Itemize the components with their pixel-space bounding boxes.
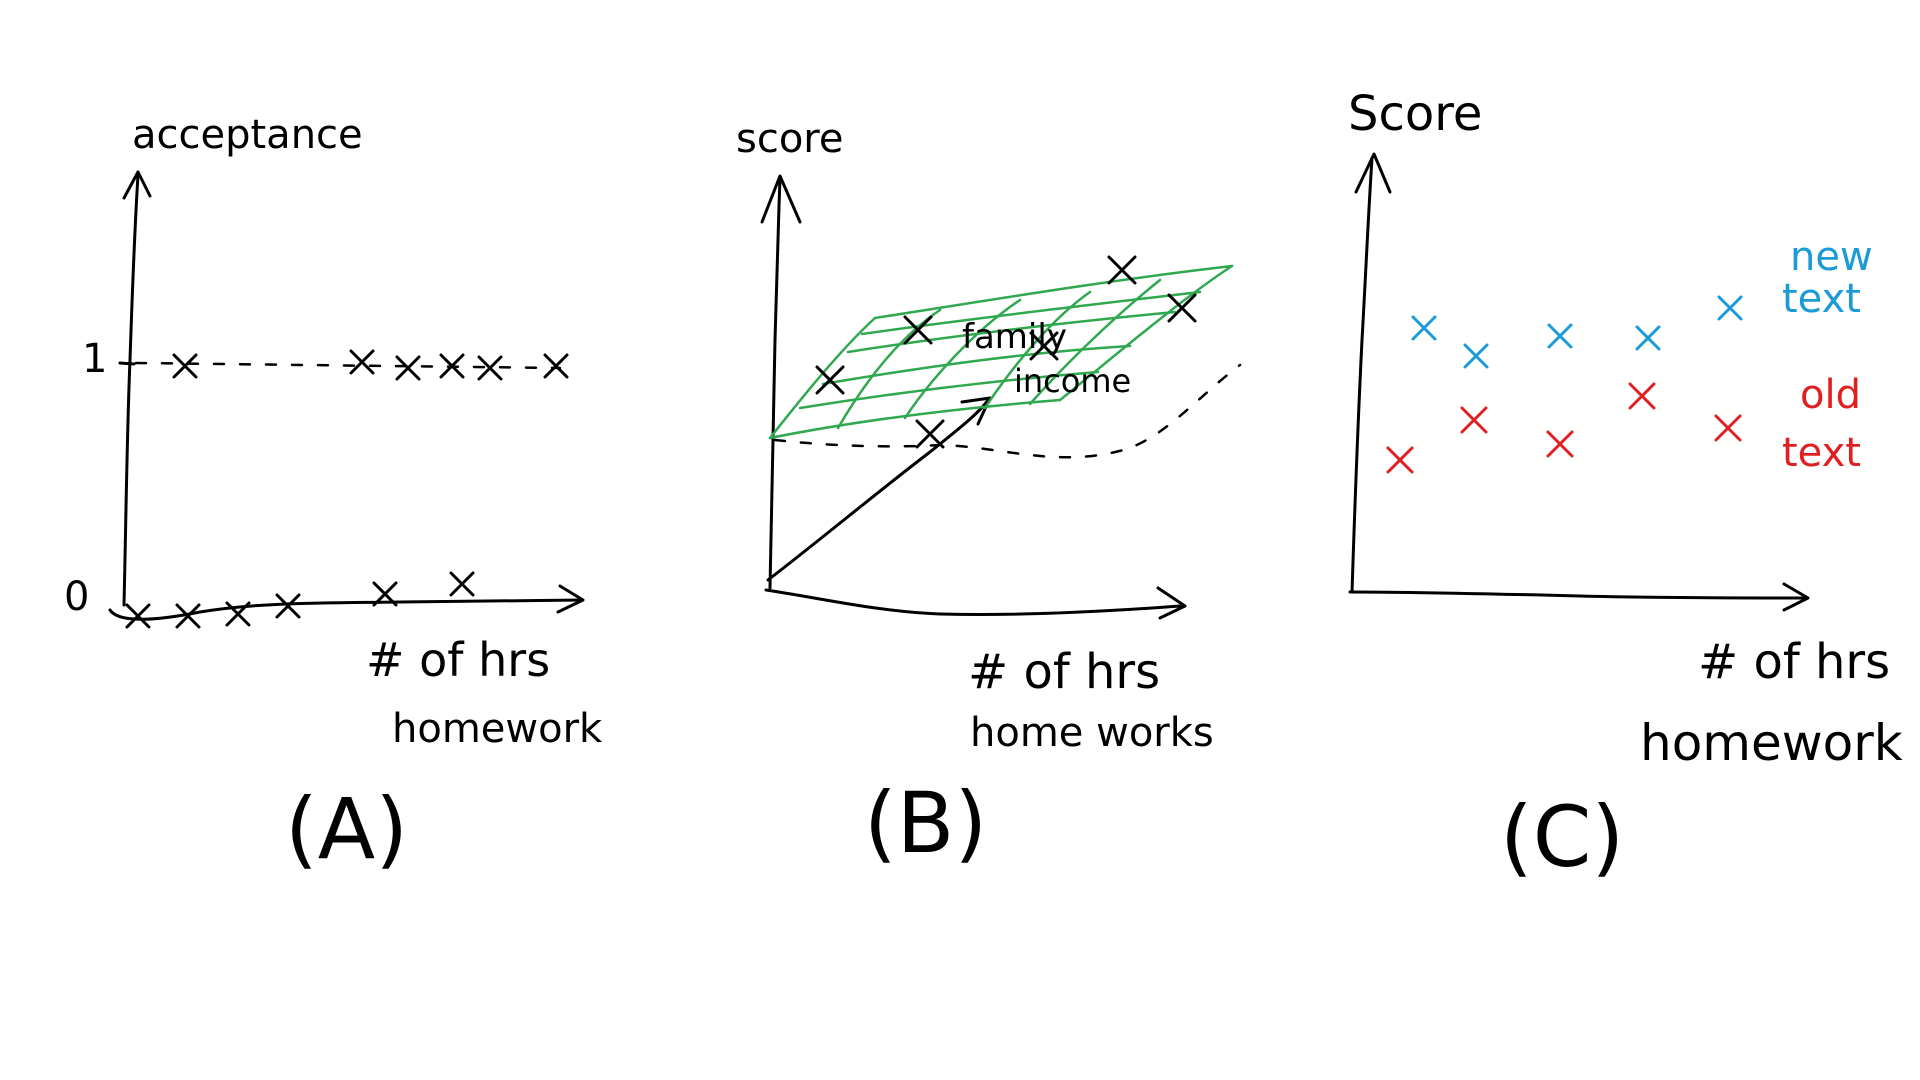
panel-a-point-accepted: [477, 355, 503, 381]
panel-b-x-axis-label-line2: home works: [970, 710, 1214, 756]
panel-b-point: [1167, 293, 1197, 323]
panel-c-point-old-text: [1386, 446, 1414, 474]
panel-a-x-axis-label-line2: homework: [392, 706, 603, 752]
panel-c-point-new-text: [1411, 315, 1437, 341]
panel-b-plane-edge-top: [873, 264, 1234, 320]
panel-b-plane-edge-bottom: [768, 398, 1062, 440]
panel-c-point-old-text: [1460, 406, 1488, 434]
panel-b-z-axis-label-line2: income: [1014, 362, 1131, 400]
panel-a-point-accepted: [439, 353, 465, 379]
panel-b-point: [915, 419, 945, 449]
panel-b-plane-row-3: [846, 310, 1177, 354]
panel-a-point-accepted: [172, 353, 198, 379]
panel-b-x-axis-label-line1: # of hrs: [968, 644, 1160, 700]
panel-c-point-old-text: [1546, 430, 1574, 458]
panel-a-y-arrowhead: [122, 170, 152, 200]
legend-old-text-line1: old: [1800, 372, 1861, 418]
panel-a-tick-1: [118, 361, 136, 366]
panel-c-y-arrowhead: [1354, 152, 1392, 194]
panel-b-plane-row-4: [860, 290, 1202, 336]
panel-a-tick-zero-label: 0: [64, 574, 89, 620]
panel-b-plane-row-2: [821, 344, 1132, 386]
panel-b-point: [1107, 255, 1137, 285]
panel-c: Score new text old text # of hrs homewor…: [1348, 86, 1903, 886]
panel-b-z-axis: [766, 398, 990, 582]
panel-b-point: [1029, 331, 1059, 361]
panel-c-x-axis: [1348, 590, 1808, 600]
panel-b-plane-col-2: [903, 298, 1022, 420]
panel-b-x-axis: [764, 588, 1182, 617]
panel-a-y-axis: [122, 173, 140, 607]
panel-c-x-axis-label-line2: homework: [1640, 714, 1903, 772]
panel-a-level-1-line: [134, 361, 562, 370]
panel-b-plane-row-1: [798, 370, 1100, 410]
panel-c-x-arrowhead: [1782, 582, 1810, 612]
panel-a-point-rejected: [275, 593, 301, 619]
panel-a-tick-one-label: 1: [82, 336, 107, 382]
panel-a-point-accepted: [395, 355, 421, 381]
panel-b-dashed-base: [773, 363, 1242, 459]
legend-new-text-line1: new: [1790, 234, 1873, 280]
panel-b-y-axis-label: score: [736, 116, 843, 162]
panel-b: score family income # of hrs home works …: [736, 116, 1242, 872]
panel-a-point-accepted: [543, 353, 569, 379]
panel-c-point-new-text: [1717, 295, 1743, 321]
panel-c-point-old-text: [1628, 382, 1656, 410]
legend-new-text-line2: text: [1782, 276, 1861, 322]
panel-a: acceptance 1 0 # of hrs homework (A): [64, 112, 603, 878]
panel-b-y-axis: [768, 176, 782, 590]
panel-a-point-rejected: [125, 603, 151, 629]
panel-b-plane-col-3: [983, 290, 1092, 410]
panel-c-y-axis: [1350, 156, 1374, 594]
panel-c-point-new-text: [1463, 343, 1489, 369]
panel-c-data-points: [1386, 295, 1743, 474]
panel-b-z-arrowhead: [960, 396, 992, 426]
panel-b-x-arrowhead: [1156, 586, 1187, 620]
panel-a-point-rejected: [449, 571, 475, 597]
panel-a-point-rejected: [175, 603, 201, 629]
panel-b-y-arrowhead: [760, 174, 802, 224]
panel-a-y-axis-label: acceptance: [132, 112, 363, 158]
panel-c-y-axis-label: Score: [1348, 86, 1482, 142]
panel-a-data-points: [125, 349, 569, 629]
panel-b-point: [903, 315, 933, 345]
panel-c-point-old-text: [1714, 414, 1742, 442]
panel-b-plane-edge-left: [768, 316, 877, 440]
panel-a-caption: (A): [285, 780, 408, 878]
panel-c-point-new-text: [1635, 325, 1661, 351]
panel-b-point: [815, 365, 845, 395]
panel-a-point-accepted: [349, 349, 375, 375]
legend-old-text-line2: text: [1782, 430, 1861, 476]
panel-a-point-rejected: [372, 581, 398, 607]
panel-c-point-new-text: [1547, 323, 1573, 349]
panel-a-point-rejected: [225, 601, 251, 627]
panel-c-caption: (C): [1500, 788, 1624, 886]
panel-c-x-axis-label-line1: # of hrs: [1698, 634, 1890, 690]
panel-b-plane-col-4: [1028, 278, 1162, 406]
panel-a-x-axis-label-line1: # of hrs: [366, 633, 550, 687]
panel-a-x-axis: [108, 598, 584, 621]
panel-b-caption: (B): [864, 774, 987, 872]
panel-b-plane-edge-right: [1058, 264, 1234, 402]
panel-b-data-points: [815, 255, 1197, 449]
panel-a-x-arrowhead: [556, 584, 585, 614]
